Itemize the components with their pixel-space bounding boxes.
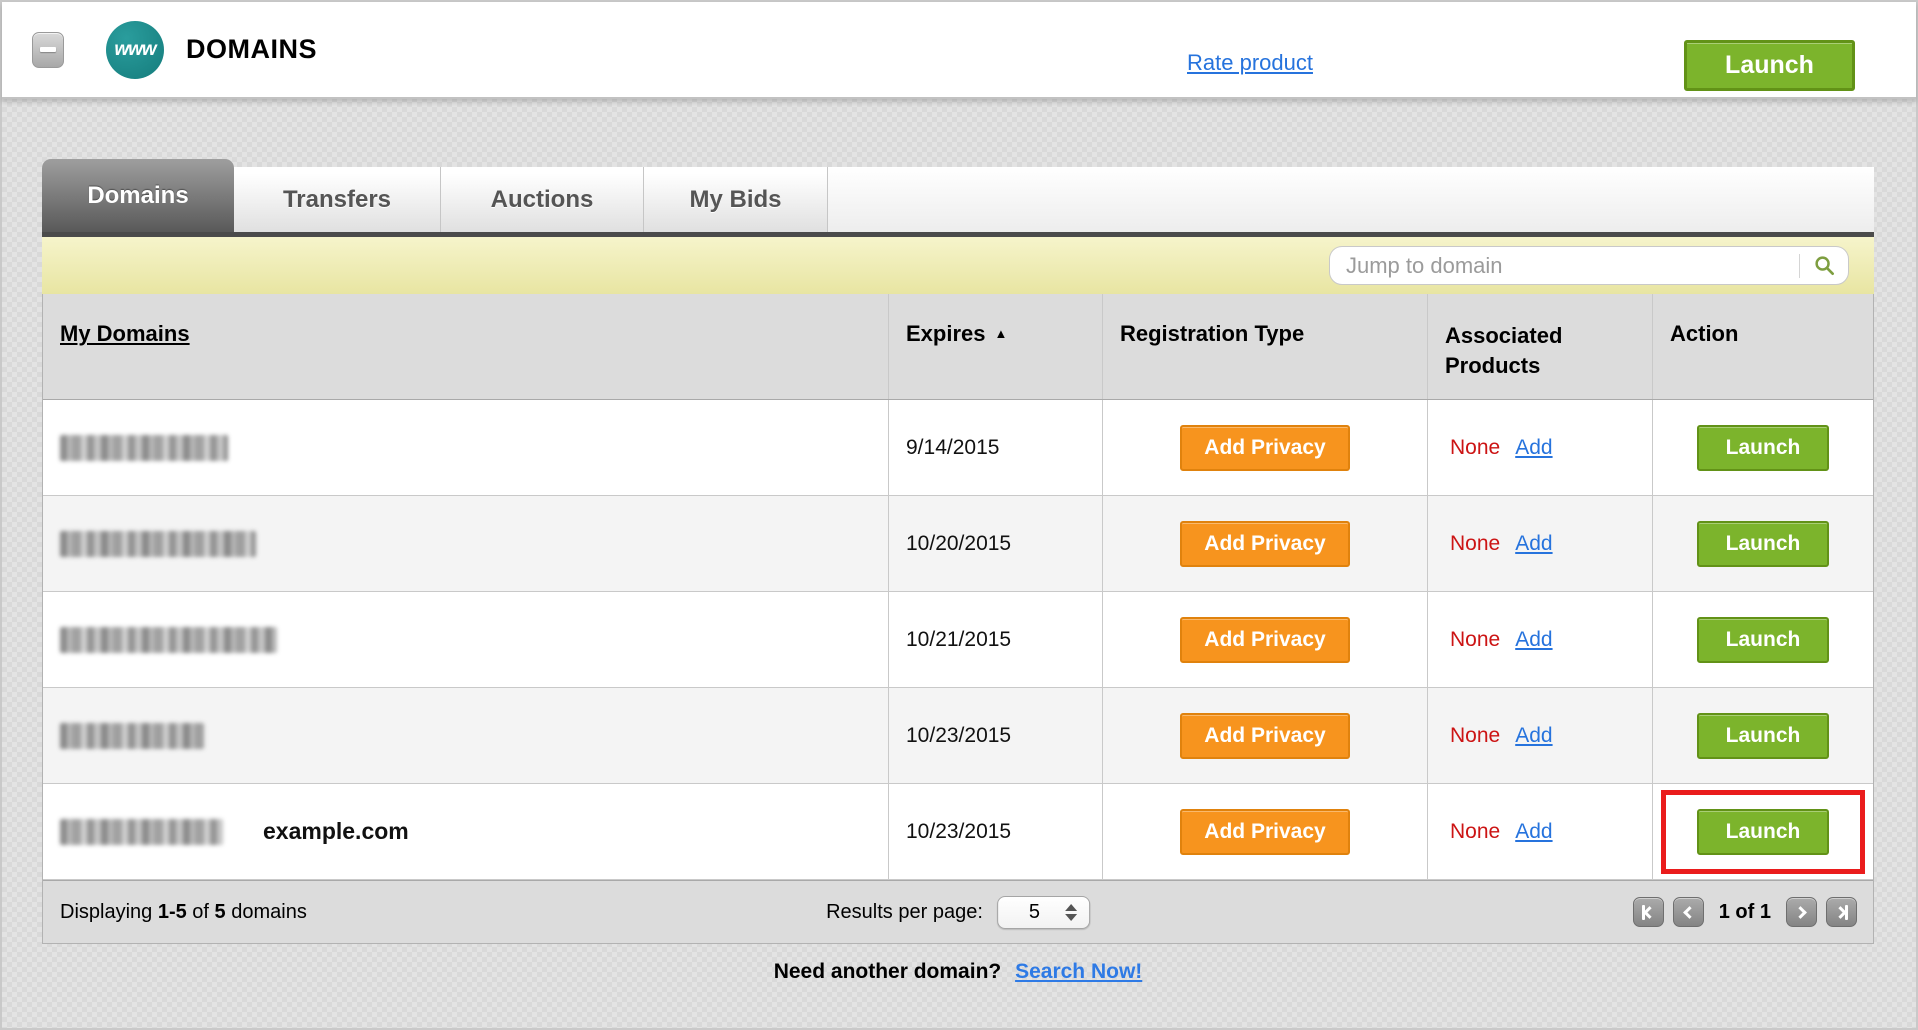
www-icon-text: www [114, 38, 156, 60]
chevron-left-icon [1683, 905, 1697, 919]
sort-asc-icon: ▲ [994, 326, 1008, 341]
rate-product-link[interactable]: Rate product [1187, 50, 1313, 75]
results-per-page-label: Results per page: [826, 900, 983, 923]
associated-products-status: None [1450, 531, 1501, 555]
add-privacy-button[interactable]: Add Privacy [1180, 424, 1350, 471]
displaying-prefix: Displaying [60, 900, 153, 923]
row-launch-button[interactable]: Launch [1696, 616, 1830, 663]
results-per-page-select[interactable]: 5 [996, 895, 1090, 929]
displaying-suffix: domains [231, 900, 307, 923]
minus-icon [40, 47, 56, 52]
tab-underline [42, 232, 1874, 237]
tab-auctions[interactable]: Auctions [441, 167, 644, 232]
expires-date: 10/23/2015 [888, 688, 1102, 783]
need-domain-line: Need another domain? Search Now! [42, 960, 1874, 984]
add-privacy-button[interactable]: Add Privacy [1180, 712, 1350, 759]
page-status: 1 of 1 [1718, 900, 1771, 923]
add-product-link[interactable]: Add [1515, 627, 1553, 651]
column-header-registration-type: Registration Type [1120, 321, 1305, 346]
associated-products-status: None [1450, 627, 1501, 651]
app-header: www DOMAINS Rate product Launch [2, 2, 1916, 99]
last-page-icon [1844, 904, 1848, 920]
expires-date: 10/23/2015 [888, 784, 1102, 879]
table-row: example.com 10/23/2015 Add Privacy None … [43, 784, 1873, 880]
row-launch-button[interactable]: Launch [1696, 808, 1830, 855]
table-footer: Displaying 1-5 of 5 domains Results per … [43, 880, 1873, 943]
jump-to-domain-searchbox [1329, 246, 1849, 285]
page-title: DOMAINS [186, 34, 317, 64]
search-now-link[interactable]: Search Now! [1015, 960, 1143, 983]
table-row: 10/21/2015 Add Privacy None Add Launch [43, 592, 1873, 688]
results-per-page-value: 5 [1028, 900, 1040, 923]
table-row: 9/14/2015 Add Privacy None Add Launch [43, 400, 1873, 496]
associated-products-status: None [1450, 435, 1501, 459]
www-globe-icon: www [106, 20, 164, 79]
domain-annotation: example.com [263, 818, 409, 844]
displaying-range: 1-5 [157, 900, 187, 923]
tab-my-bids[interactable]: My Bids [644, 167, 828, 232]
column-header-my-domains[interactable]: My Domains [60, 321, 190, 346]
associated-products-status: None [1450, 819, 1501, 843]
add-product-link[interactable]: Add [1515, 531, 1553, 555]
need-domain-text: Need another domain? [773, 960, 1002, 983]
search-icon[interactable] [1800, 247, 1848, 284]
table-row: 10/20/2015 Add Privacy None Add Launch [43, 496, 1873, 592]
column-header-associated-products: Associated Products [1445, 323, 1563, 378]
last-page-button[interactable] [1826, 897, 1857, 927]
search-divider [1799, 253, 1800, 278]
chevron-right-icon [1793, 905, 1807, 919]
redacted-domain-name [60, 722, 204, 749]
first-page-icon [1642, 904, 1646, 920]
add-product-link[interactable]: Add [1515, 723, 1553, 747]
column-header-action: Action [1670, 321, 1739, 346]
expires-date: 10/20/2015 [888, 496, 1102, 591]
table-header-row: My Domains Expires ▲ Registration Type A… [43, 294, 1873, 400]
header-launch-button[interactable]: Launch [1684, 40, 1855, 91]
annotation-highlight-box: Launch [1660, 789, 1866, 874]
search-input[interactable] [1330, 252, 1799, 279]
tab-transfers[interactable]: Transfers [234, 167, 441, 232]
first-page-button[interactable] [1632, 897, 1664, 927]
add-product-link[interactable]: Add [1515, 819, 1553, 843]
add-privacy-button[interactable]: Add Privacy [1180, 616, 1350, 663]
redacted-domain-name [60, 434, 228, 461]
expires-date: 9/14/2015 [888, 400, 1102, 495]
row-launch-button[interactable]: Launch [1696, 424, 1830, 471]
column-header-expires[interactable]: Expires [906, 321, 986, 346]
domains-table: My Domains Expires ▲ Registration Type A… [42, 294, 1874, 944]
add-privacy-button[interactable]: Add Privacy [1180, 808, 1350, 855]
add-product-link[interactable]: Add [1515, 435, 1553, 459]
row-launch-button[interactable]: Launch [1696, 520, 1830, 567]
redacted-domain-name [60, 818, 223, 845]
row-launch-button[interactable]: Launch [1696, 712, 1830, 759]
expires-date: 10/21/2015 [888, 592, 1102, 687]
stepper-arrows-icon [1064, 897, 1077, 928]
previous-page-button[interactable] [1672, 897, 1704, 927]
pagination: 1 of 1 [1632, 897, 1857, 927]
associated-products-status: None [1450, 723, 1501, 747]
chevron-left-icon [1643, 905, 1657, 919]
add-privacy-button[interactable]: Add Privacy [1180, 520, 1350, 567]
search-bar [42, 237, 1874, 294]
tab-bar: Domains Transfers Auctions My Bids [42, 159, 1874, 232]
redacted-domain-name [60, 530, 256, 557]
collapse-panel-button[interactable] [32, 31, 64, 68]
table-row: 10/23/2015 Add Privacy None Add Launch [43, 688, 1873, 784]
next-page-button[interactable] [1786, 897, 1817, 927]
displaying-total: 5 [214, 900, 226, 923]
displaying-of: of [192, 900, 209, 923]
redacted-domain-name [60, 626, 277, 653]
displaying-status: Displaying 1-5 of 5 domains [43, 901, 307, 924]
tab-domains[interactable]: Domains [42, 159, 234, 232]
